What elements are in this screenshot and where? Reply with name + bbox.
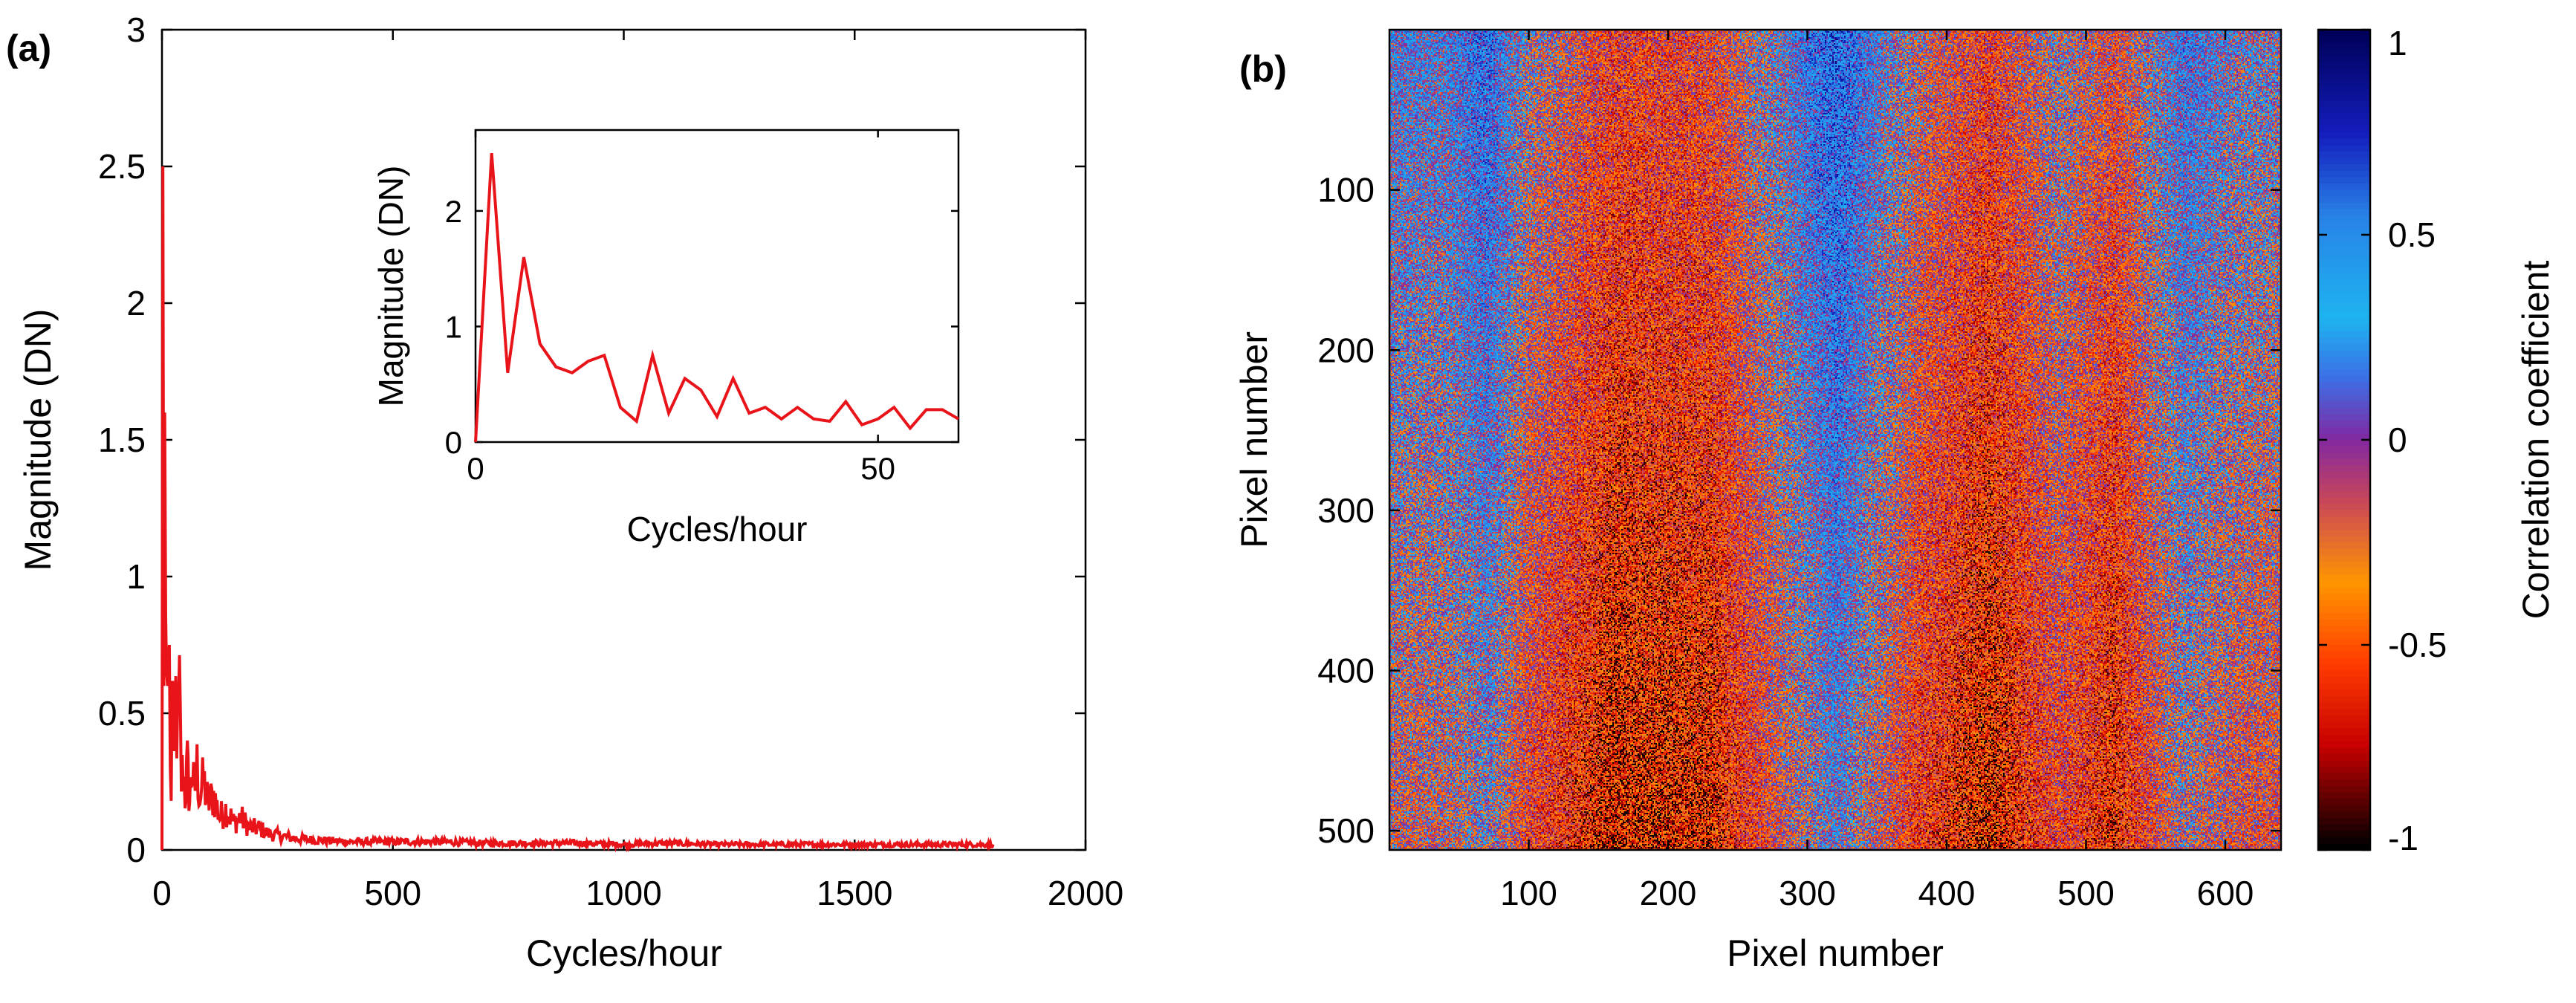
panel-a-x-tick-label: 0 [152, 874, 172, 912]
inset-y-tick-label: 2 [445, 194, 462, 229]
panel-a-x-tick-label: 500 [364, 874, 421, 912]
inset-plot-frame [474, 129, 960, 444]
inset-x-tick-label: 0 [467, 451, 484, 486]
panel-a-y-tick-label: 1.5 [98, 421, 146, 459]
inset-background [476, 130, 958, 442]
panel-a-x-tick-label: 2000 [1048, 874, 1123, 912]
panel-a-y-tick-label: 2 [126, 284, 146, 322]
panel-a-y-tick-label: 3 [126, 10, 146, 49]
panel-a-y-tick-label: 0.5 [98, 694, 146, 733]
panel-b-y-tick-label: 300 [1317, 491, 1375, 530]
inset-y-axis-label: Magnitude (DN) [372, 166, 410, 407]
panel-b-y-tick-label: 100 [1317, 171, 1375, 210]
panel-a-y-tick-label: 2.5 [98, 147, 146, 186]
panel-b-y-tick-label: 400 [1317, 652, 1375, 690]
inset-spectrum-line [474, 152, 959, 443]
panel-a-x-tick-label: 1000 [585, 874, 661, 912]
panel-b-x-tick-label: 600 [2197, 874, 2254, 912]
panel-b-x-axis-label: Pixel number [1727, 932, 1944, 974]
panel-b-y-tick-label: 500 [1317, 811, 1375, 850]
panel-b-label: (b) [1239, 48, 1287, 90]
colorbar-tick-label: 0 [2388, 421, 2407, 459]
colorbar-tick-label: 0.5 [2388, 215, 2436, 254]
inset-x-axis-label: Cycles/hour [627, 510, 808, 548]
panel-b-x-tick-label: 100 [1500, 874, 1557, 912]
colorbar-label: Correlation coefficient [2515, 261, 2557, 620]
panel-b-x-tick-label: 300 [1779, 874, 1836, 912]
panel-b-x-tick-label: 400 [1918, 874, 1976, 912]
panel-b-y-tick-label: 200 [1317, 331, 1375, 369]
colorbar-tick-label: 1 [2388, 24, 2407, 62]
panel-a-y-tick-label: 1 [126, 557, 146, 596]
heatmap-image [1389, 30, 2281, 850]
panel-b-heatmap: 100 200 300 400 500 600 100 200 300 400 500 Pixel … [1233, 24, 2557, 974]
panel-a-x-axis-label: Cycles/hour [526, 932, 722, 974]
inset-x-tick-label: 50 [860, 451, 895, 486]
colorbar-tick-label: -1 [2388, 819, 2418, 857]
panel-a-y-axis-label: Magnitude (DN) [17, 309, 59, 571]
inset-y-tick-label: 0 [445, 425, 462, 460]
panel-b-x-tick-label: 500 [2057, 874, 2115, 912]
heatmap-plot-frame [1388, 28, 2283, 851]
inset-y-tick-label: 1 [445, 309, 462, 344]
panel-a-x-tick-label: 1500 [817, 874, 892, 912]
panel-a-y-tick-label: 0 [126, 831, 146, 869]
panel-b-y-axis-label: Pixel number [1233, 331, 1275, 548]
colorbar-tick-label: -0.5 [2388, 626, 2447, 664]
panel-a-label: (a) [6, 27, 51, 69]
panel-a-spectrum-line [160, 166, 995, 853]
panel-b-x-tick-label: 200 [1640, 874, 1697, 912]
